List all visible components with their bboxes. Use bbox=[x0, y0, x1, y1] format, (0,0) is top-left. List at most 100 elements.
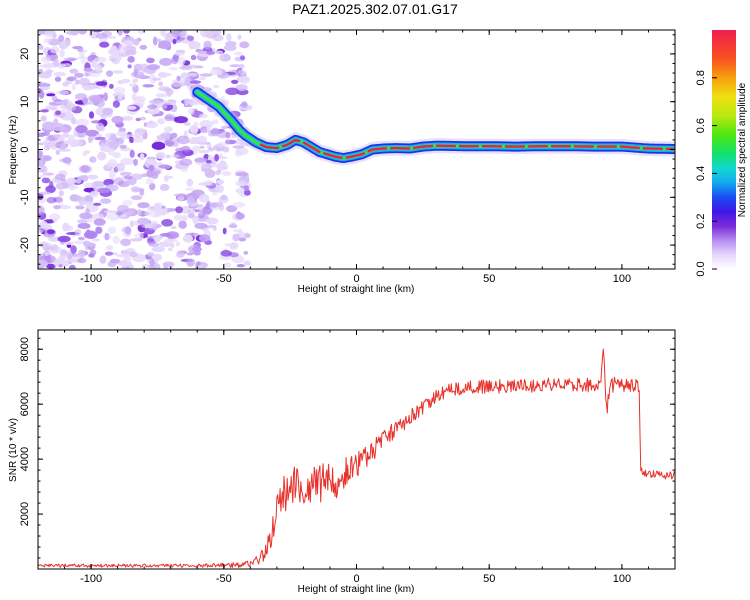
noise-blob bbox=[199, 145, 205, 149]
noise-blob bbox=[168, 263, 173, 269]
noise-blob bbox=[158, 81, 164, 87]
snr-ylabel: SNR (10 * v/v) bbox=[8, 418, 19, 482]
noise-blob bbox=[118, 127, 127, 132]
noise-blob bbox=[58, 109, 72, 113]
noise-blob bbox=[62, 182, 69, 189]
noise-blob bbox=[152, 36, 158, 46]
noise-blob bbox=[111, 115, 124, 124]
noise-blob bbox=[88, 136, 93, 144]
noise-blob bbox=[186, 178, 194, 187]
snr-ticks: -100 -50 0 50 100 2000 4000 6000 8000 bbox=[19, 330, 676, 585]
noise-blob bbox=[44, 246, 56, 250]
colorbar-tick-label: 0.6 bbox=[695, 118, 707, 133]
noise-blob bbox=[83, 67, 93, 72]
noise-blob bbox=[125, 49, 137, 56]
noise-blob bbox=[120, 238, 132, 247]
noise-blob bbox=[112, 100, 120, 108]
noise-blob bbox=[203, 31, 215, 37]
noise-blob bbox=[109, 83, 114, 89]
noise-blob bbox=[237, 69, 248, 76]
noise-blob bbox=[89, 95, 104, 104]
noise-blob bbox=[70, 245, 77, 254]
noise-blob bbox=[63, 241, 75, 245]
noise-blob bbox=[83, 182, 95, 188]
noise-blob bbox=[197, 149, 210, 154]
noise-blob bbox=[42, 172, 55, 176]
noise-blob bbox=[187, 212, 195, 219]
noise-blob bbox=[160, 30, 167, 37]
noise-blob bbox=[59, 49, 65, 58]
noise-blob bbox=[52, 33, 57, 39]
noise-blob bbox=[53, 59, 60, 67]
noise-blob bbox=[148, 164, 155, 171]
noise-blob bbox=[214, 154, 220, 162]
colorbar-label: Normalized spectral amplitude bbox=[737, 82, 748, 217]
y-tick-label: 10 bbox=[19, 96, 31, 108]
noise-blob bbox=[200, 163, 212, 172]
noise-blob bbox=[177, 56, 186, 65]
noise-blob bbox=[41, 131, 48, 136]
noise-blob bbox=[191, 246, 203, 252]
noise-blob bbox=[93, 202, 102, 206]
y-tick-label: -10 bbox=[19, 189, 31, 205]
noise-blob bbox=[95, 226, 103, 234]
noise-blob bbox=[39, 174, 46, 179]
colorbar-tick-label: 0.0 bbox=[695, 261, 707, 276]
noise-blob bbox=[129, 136, 135, 144]
x-tick-label: 0 bbox=[353, 573, 359, 585]
noise-blob bbox=[126, 105, 137, 110]
noise-blob bbox=[164, 101, 177, 105]
noise-blob bbox=[86, 84, 97, 90]
noise-blob bbox=[198, 234, 211, 242]
noise-blob bbox=[166, 154, 171, 159]
noise-blob bbox=[77, 258, 87, 264]
noise-blob bbox=[109, 258, 121, 264]
noise-blob bbox=[128, 251, 138, 258]
noise-blob bbox=[165, 231, 180, 240]
noise-blob bbox=[85, 129, 99, 137]
noise-blob bbox=[153, 235, 161, 243]
noise-blob bbox=[39, 220, 48, 229]
noise-blob bbox=[127, 56, 135, 63]
snr-xlabel: Height of straight line (km) bbox=[298, 584, 415, 595]
noise-blob bbox=[151, 141, 166, 150]
chart-title: PAZ1.2025.302.07.01.G17 bbox=[292, 1, 458, 17]
noise-blob bbox=[221, 171, 232, 177]
noise-blob bbox=[151, 246, 165, 253]
x-tick-label: 0 bbox=[353, 273, 359, 285]
noise-blob bbox=[164, 208, 178, 212]
noise-blob bbox=[137, 217, 150, 225]
noise-blob bbox=[155, 93, 168, 98]
noise-blob bbox=[46, 93, 56, 97]
noise-blob bbox=[163, 126, 173, 133]
noise-blob bbox=[100, 113, 107, 120]
noise-blob bbox=[163, 262, 169, 269]
noise-blob bbox=[93, 218, 106, 226]
noise-blob bbox=[236, 264, 245, 268]
noise-blob bbox=[244, 233, 251, 239]
noise-blob bbox=[176, 251, 185, 258]
noise-blob bbox=[99, 142, 106, 152]
noise-blob bbox=[89, 249, 97, 256]
noise-blob bbox=[194, 157, 209, 163]
noise-blob bbox=[45, 69, 53, 74]
noise-blob bbox=[189, 80, 202, 84]
noise-blob bbox=[188, 41, 201, 50]
noise-blob bbox=[185, 76, 192, 86]
noise-blob bbox=[148, 99, 162, 104]
noise-blob bbox=[216, 162, 228, 171]
noise-blob bbox=[187, 107, 195, 116]
noise-blob bbox=[198, 182, 212, 186]
noise-blob bbox=[198, 50, 208, 55]
noise-blob bbox=[99, 198, 112, 204]
noise-blob bbox=[69, 68, 79, 74]
noise-blob bbox=[199, 73, 213, 77]
noise-blob bbox=[86, 101, 95, 105]
noise-blob bbox=[162, 103, 168, 110]
noise-blob bbox=[104, 251, 114, 256]
y-tick-label: 4000 bbox=[19, 447, 31, 471]
noise-blob bbox=[184, 97, 189, 106]
noise-blob bbox=[187, 72, 198, 77]
noise-blob bbox=[88, 111, 95, 119]
noise-blob bbox=[113, 86, 126, 94]
